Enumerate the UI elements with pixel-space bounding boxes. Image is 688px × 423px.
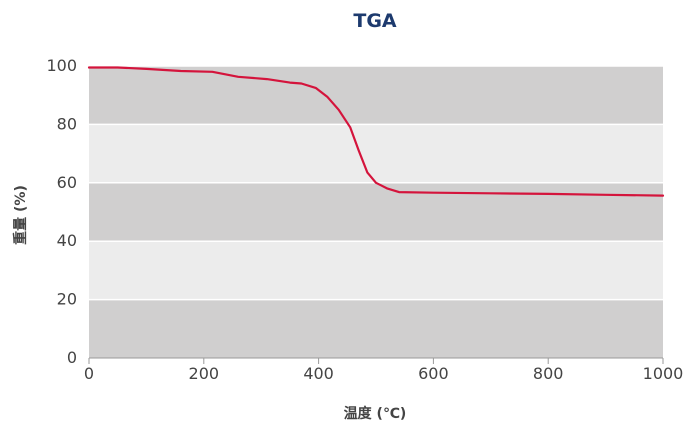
y-tick-label-20: 20 <box>57 290 77 309</box>
series-line-0 <box>87 66 665 197</box>
x-tick-label-200: 200 <box>189 364 220 383</box>
y-tick-label-40: 40 <box>57 231 77 250</box>
tick-labels: 0 200 400 600 800 1000 0 20 40 60 80 100 <box>46 56 683 383</box>
series-group <box>87 66 665 197</box>
y-tick-label-0: 0 <box>67 348 77 367</box>
x-tick-label-0: 0 <box>84 364 94 383</box>
y-axis-label: 重量 (%) <box>12 185 29 245</box>
x-tick-label-1000: 1000 <box>643 364 684 383</box>
plot-band-60-80 <box>89 124 663 183</box>
x-tick-label-800: 800 <box>533 364 564 383</box>
plot-bands <box>89 66 663 358</box>
plot-band-40-60 <box>89 182 663 242</box>
x-tick-label-400: 400 <box>303 364 334 383</box>
plot-band-80-100 <box>89 66 663 125</box>
y-tick-label-60: 60 <box>57 173 77 192</box>
y-tick-label-80: 80 <box>57 114 77 133</box>
plot-band-0-20 <box>89 299 663 358</box>
y-tick-label-100: 100 <box>46 56 77 75</box>
axes <box>88 357 664 364</box>
x-tick-label-600: 600 <box>418 364 449 383</box>
plot-band-20-40 <box>89 241 663 300</box>
x-axis-label: 温度 (℃) <box>344 405 407 422</box>
chart-title: TGA <box>353 10 397 32</box>
